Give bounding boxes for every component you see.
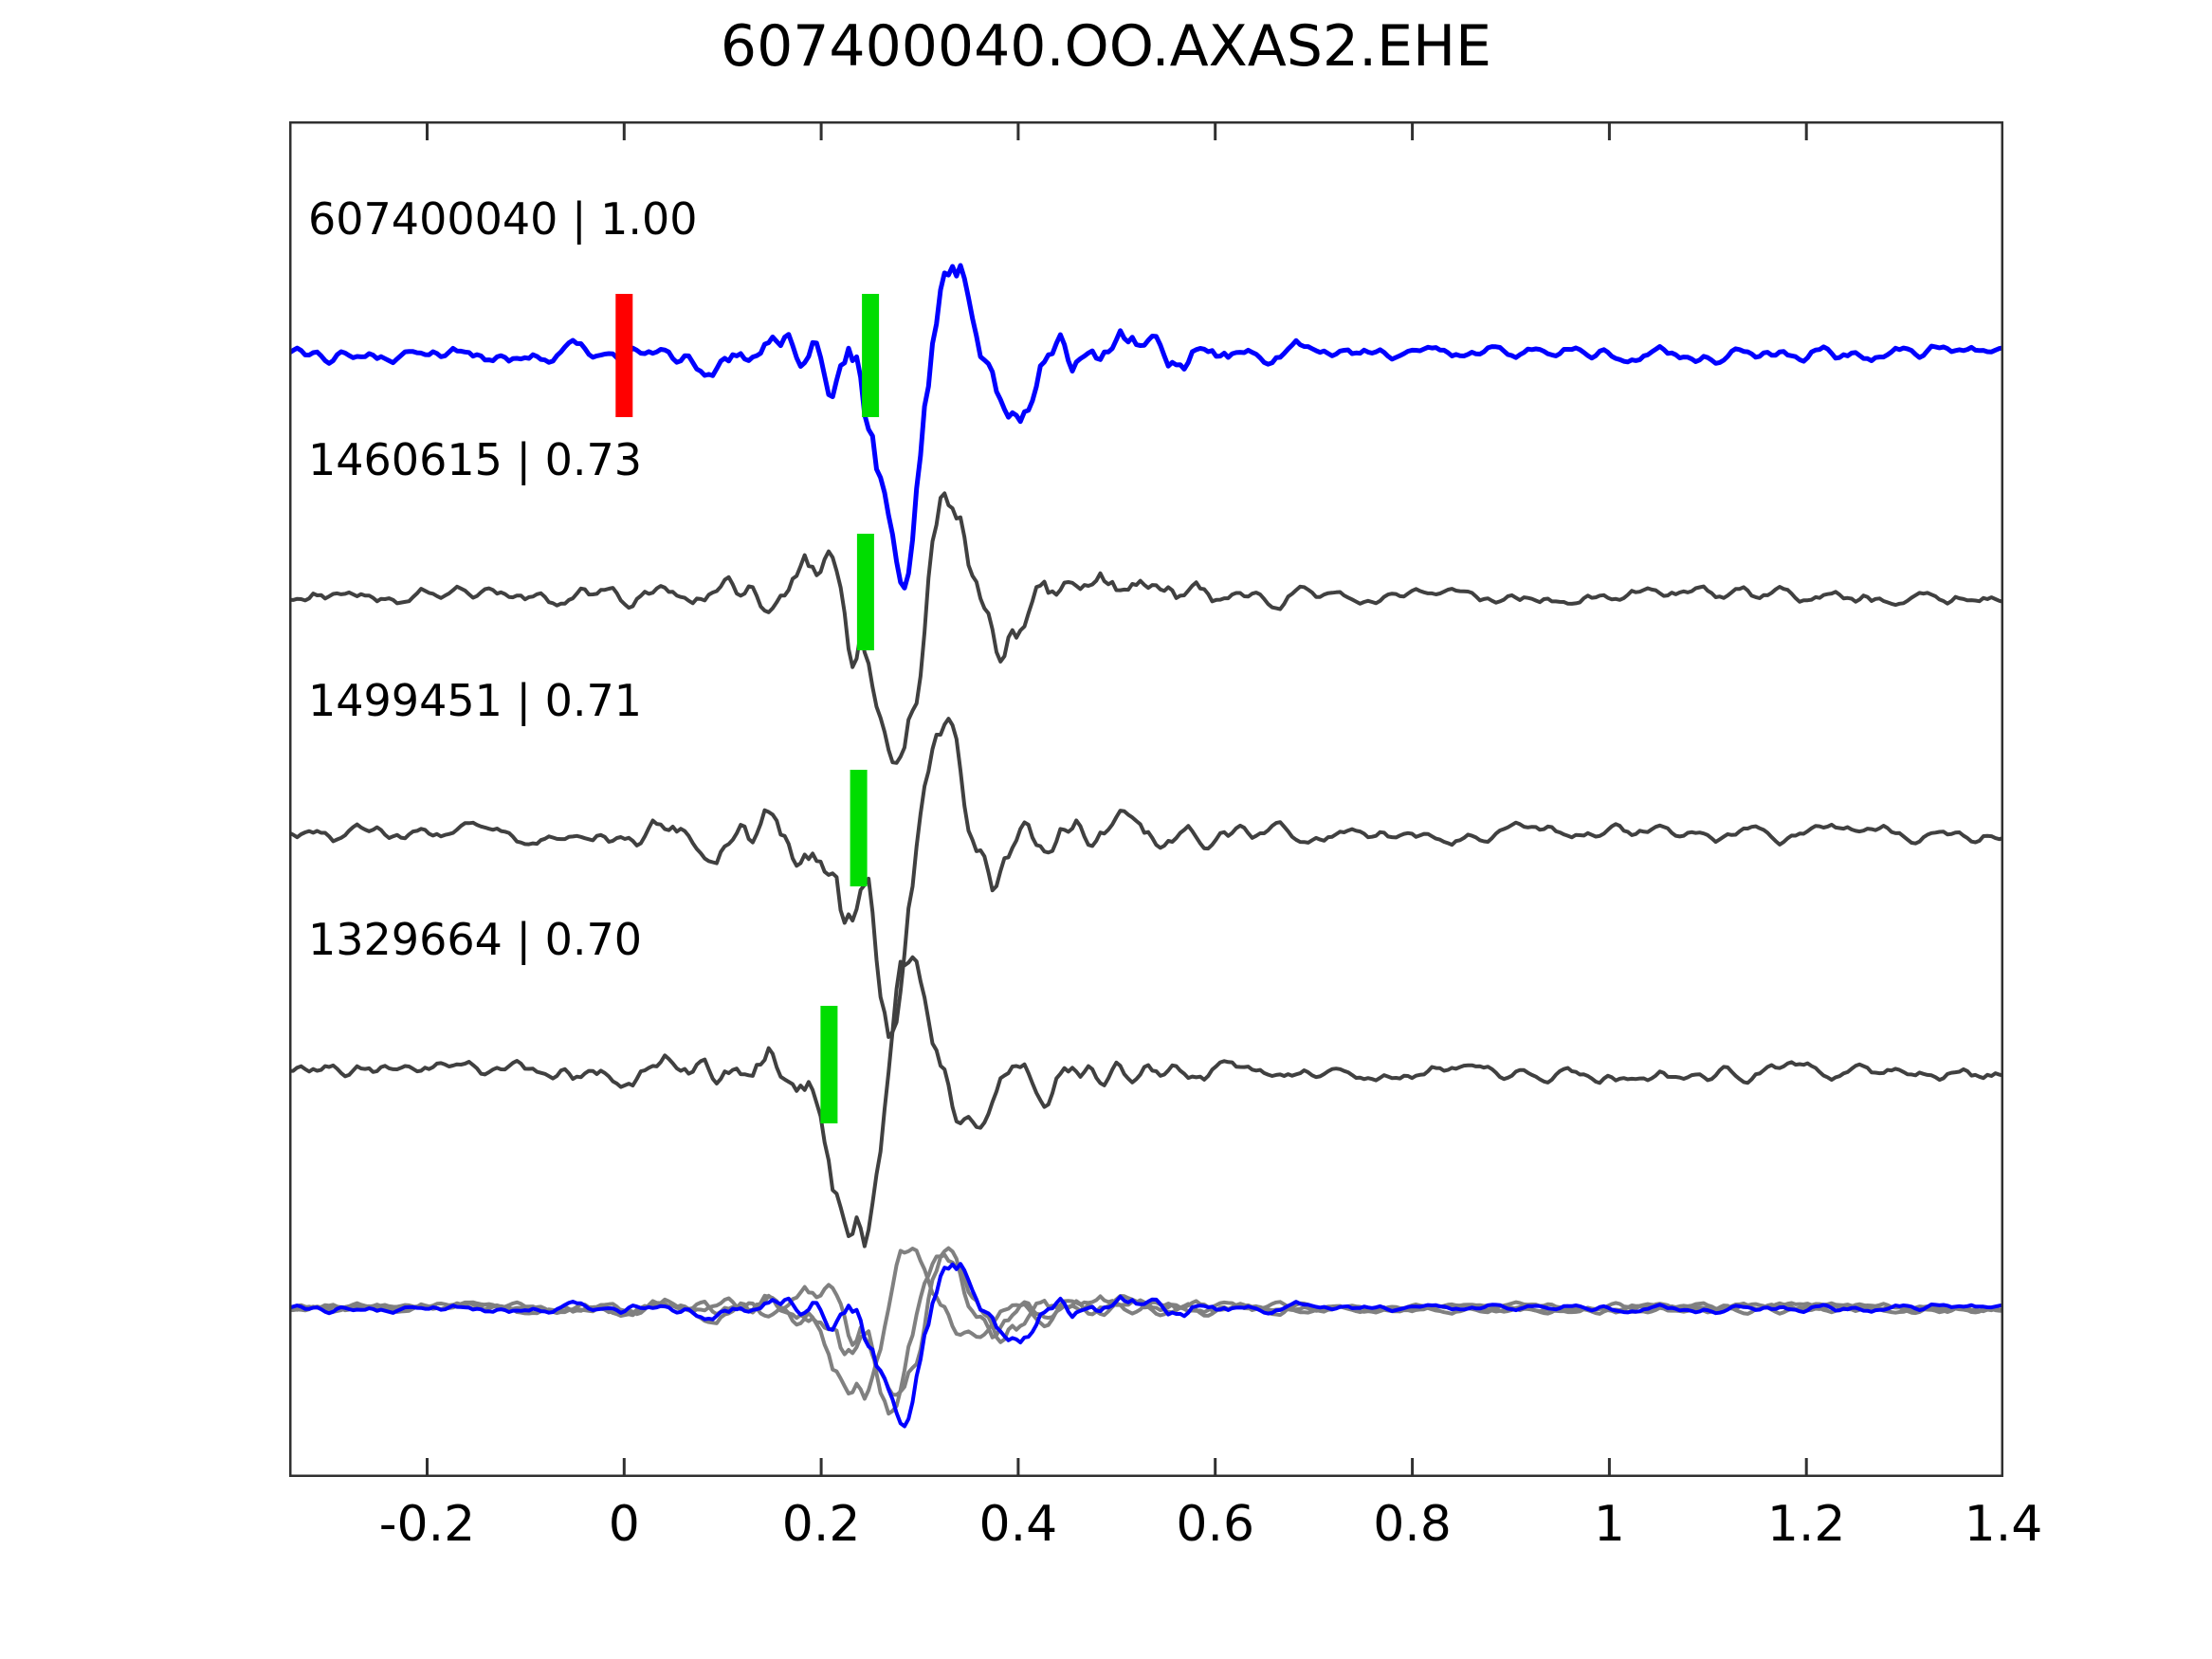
page-title: 607400040.OO.AXAS2.EHE: [720, 13, 1492, 80]
pick-marker-0: [862, 294, 880, 417]
x-tick-label-5: 0.8: [1373, 1496, 1452, 1553]
waveform-line: [289, 1247, 2003, 1401]
waveform-plot: [289, 121, 2003, 1477]
x-tick-label-4: 0.6: [1176, 1496, 1255, 1553]
x-tick-label-8: 1.4: [1964, 1496, 2043, 1553]
trace-label-1: 1460615 | 0.73: [308, 434, 643, 485]
x-tick-label-3: 0.4: [978, 1496, 1058, 1553]
origin-marker-0: [615, 294, 633, 417]
pick-marker-2: [850, 770, 868, 886]
plot-background: [289, 121, 2003, 1477]
waveform-line: [289, 1262, 2003, 1429]
x-tick-label-7: 1.2: [1766, 1496, 1846, 1553]
trace-label-2: 1499451 | 0.71: [308, 675, 643, 726]
x-tick-label-2: 0.2: [781, 1496, 861, 1553]
waveform-line: [289, 717, 2003, 1039]
plot-area: 607400040 | 1.00 1460615 | 0.73 1499451 …: [289, 121, 2003, 1477]
waveform-line: [289, 263, 2003, 591]
markers-group: [615, 294, 880, 1123]
waveform-line: [289, 955, 2003, 1249]
plot-frame: [289, 121, 2003, 1477]
x-axis-tick-labels: -0.2 0 0.2 0.4 0.6 0.8 1 1.2 1.4: [289, 1496, 2043, 1566]
x-tick-label-6: 1: [1593, 1496, 1625, 1553]
waveform-line: [289, 491, 2003, 765]
x-tick-label-0: -0.2: [378, 1496, 476, 1553]
pick-marker-1: [856, 534, 874, 650]
traces-group: [289, 263, 2003, 1429]
x-axis-ticks: [426, 122, 2003, 1476]
pick-marker-3: [820, 1006, 838, 1123]
trace-label-0: 607400040 | 1.00: [308, 193, 698, 245]
trace-label-3: 1329664 | 0.70: [308, 914, 643, 965]
x-tick-label-1: 0: [608, 1496, 640, 1553]
